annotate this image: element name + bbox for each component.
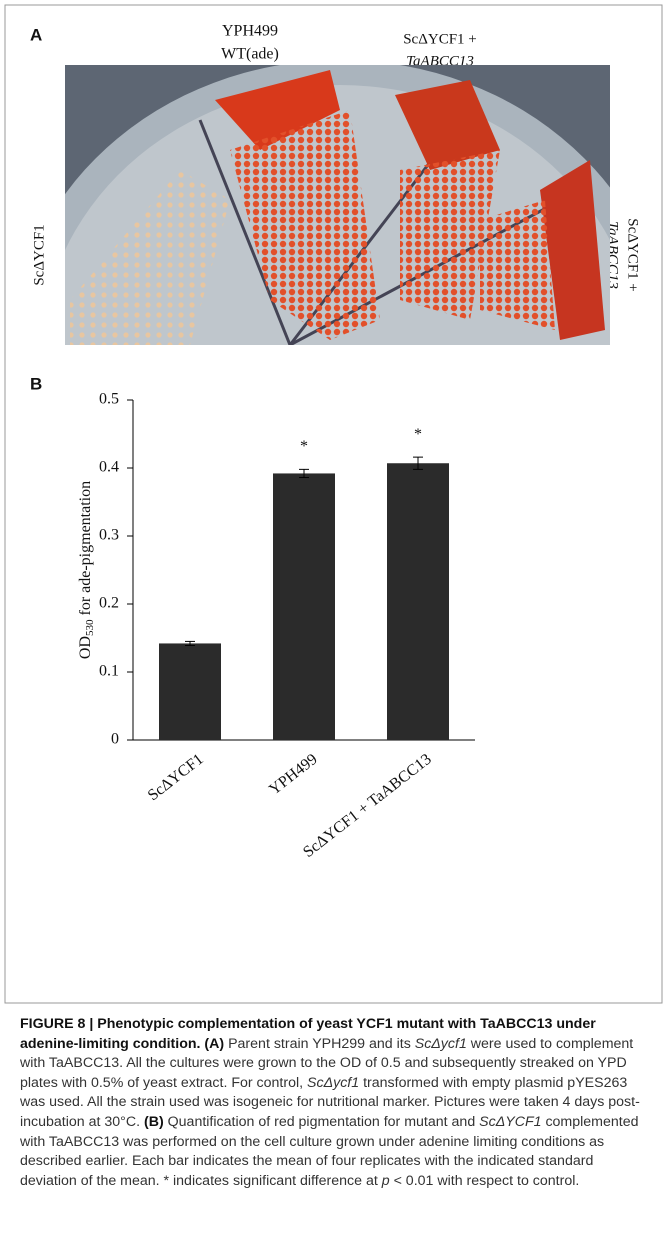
y-tick-label: 0.2 — [99, 595, 119, 612]
plate-label: ScΔYCF1 + — [403, 31, 477, 47]
caption-run: Parent strain YPH299 and its — [224, 1036, 415, 1052]
y-label-sub: 530 — [84, 619, 96, 636]
y-tick-label: 0.4 — [99, 459, 119, 476]
bar — [159, 643, 221, 740]
y-axis-label: OD530 for ade-pigmentation — [77, 481, 96, 659]
figure: A YPH499 WT(ade) ScΔYCF1 + TaABCC13 ScΔY… — [0, 0, 667, 1005]
y-label-part: for ade-pigmentation — [77, 481, 94, 620]
plate-label: ScΔYCF1 + — [625, 218, 641, 292]
y-tick-label: 0.1 — [99, 663, 119, 680]
bar — [387, 463, 449, 740]
caption-run: ScΔYCF1 — [479, 1114, 541, 1130]
x-tick-label: ScΔYCF1 + TaABCC13 — [300, 751, 435, 861]
caption-run: Quantification of red pigmentation for m… — [164, 1114, 479, 1130]
plate-label: ScΔYCF1 — [31, 224, 47, 285]
panel-label: B — [30, 374, 42, 393]
caption-run: p — [382, 1173, 390, 1189]
y-tick-label: 0.3 — [99, 527, 119, 544]
caption-run: ScΔycf1 — [307, 1075, 359, 1091]
caption-run: ScΔycf1 — [415, 1036, 467, 1052]
panel-label: A — [30, 25, 42, 44]
significance-mark: * — [414, 426, 422, 443]
bar — [273, 473, 335, 740]
page: A YPH499 WT(ade) ScΔYCF1 + TaABCC13 ScΔY… — [0, 0, 667, 1248]
x-tick-label: YPH499 — [266, 751, 321, 799]
plate-label: WT(ade) — [221, 46, 279, 63]
caption-run: < 0.01 with respect to control. — [390, 1173, 580, 1189]
y-tick-label: 0 — [111, 731, 119, 748]
caption-run: (B) — [144, 1114, 164, 1130]
caption: FIGURE 8 | Phenotypic complementation of… — [20, 1015, 650, 1191]
y-label-part: OD — [77, 636, 94, 659]
x-tick-label: ScΔYCF1 — [145, 751, 207, 805]
plate-label: YPH499 — [222, 23, 278, 40]
significance-mark: * — [300, 438, 308, 455]
y-tick-label: 0.5 — [99, 391, 119, 408]
plate-photo — [10, 60, 667, 660]
